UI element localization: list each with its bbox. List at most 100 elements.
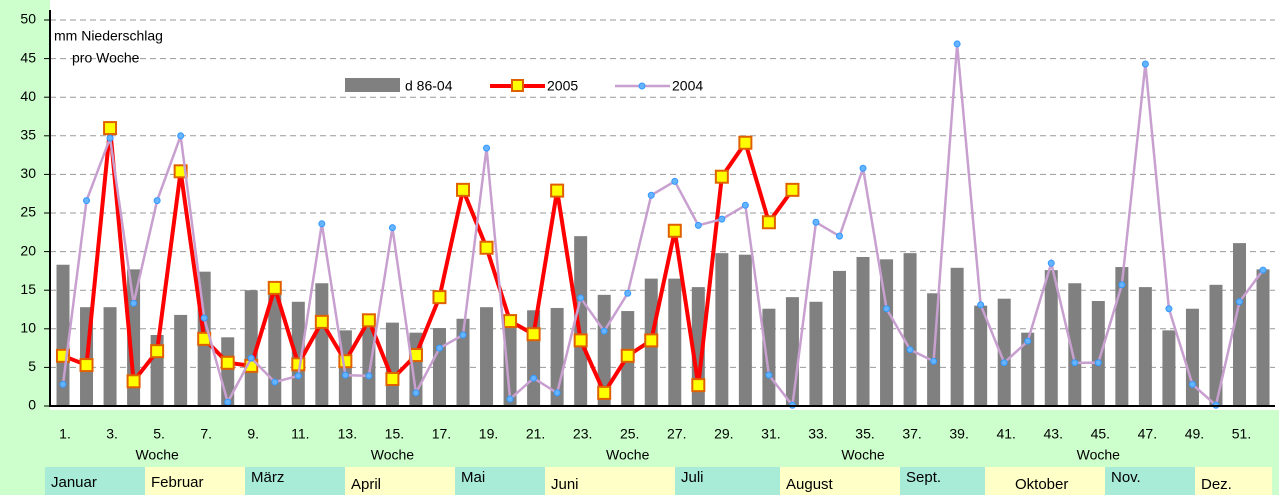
month-box bbox=[1195, 467, 1272, 495]
legend: d 86-04 2005 2004 bbox=[345, 78, 703, 94]
marker bbox=[294, 372, 302, 380]
marker bbox=[906, 346, 914, 354]
x-axis-label: Woche bbox=[371, 447, 415, 463]
x-tick-label: 27. bbox=[667, 426, 686, 442]
x-tick-label: 39. bbox=[949, 426, 968, 442]
marker bbox=[550, 183, 565, 198]
month-label: April bbox=[351, 476, 381, 493]
bar bbox=[1044, 270, 1058, 406]
marker bbox=[1188, 380, 1196, 388]
bar bbox=[856, 257, 870, 406]
x-tick-label: 47. bbox=[1138, 426, 1157, 442]
month-label: Juni bbox=[551, 476, 579, 493]
marker bbox=[577, 294, 585, 302]
series-line bbox=[62, 127, 795, 398]
x-tick-label: 33. bbox=[808, 426, 827, 442]
x-tick-label: 41. bbox=[996, 426, 1015, 442]
month-label: März bbox=[251, 469, 284, 486]
bar bbox=[1256, 269, 1270, 406]
marker bbox=[435, 344, 443, 352]
month-label: Sept. bbox=[906, 469, 941, 486]
marker bbox=[859, 164, 867, 172]
marker bbox=[385, 371, 400, 386]
month-label: August bbox=[786, 476, 834, 493]
y-tick-label: 30 bbox=[20, 165, 36, 181]
bar bbox=[1233, 243, 1246, 406]
bar bbox=[785, 297, 799, 406]
marker bbox=[503, 314, 518, 329]
marker bbox=[153, 197, 161, 205]
bar bbox=[103, 307, 117, 406]
bar bbox=[174, 314, 188, 406]
x-tick-label: 17. bbox=[432, 426, 451, 442]
bar bbox=[950, 267, 964, 406]
marker bbox=[318, 220, 326, 228]
month-box bbox=[1105, 467, 1195, 495]
month-box bbox=[145, 467, 245, 495]
x-tick-label: 43. bbox=[1044, 426, 1063, 442]
bar bbox=[997, 298, 1011, 406]
marker bbox=[738, 135, 753, 150]
month-label: Oktober bbox=[1015, 476, 1068, 493]
bar bbox=[1138, 287, 1152, 406]
marker bbox=[1259, 266, 1267, 274]
month-label: Januar bbox=[51, 474, 97, 491]
marker bbox=[314, 314, 329, 329]
marker bbox=[597, 385, 612, 400]
y-tick-label: 10 bbox=[20, 320, 36, 336]
x-tick-label: 21. bbox=[526, 426, 545, 442]
lines bbox=[56, 40, 1267, 409]
marker bbox=[526, 327, 541, 342]
marker bbox=[620, 348, 635, 363]
marker bbox=[812, 218, 820, 226]
x-tick-label: 29. bbox=[714, 426, 733, 442]
marker bbox=[1118, 281, 1126, 289]
series-line bbox=[61, 43, 1265, 409]
marker bbox=[126, 374, 141, 389]
y-tick-label: 45 bbox=[20, 49, 36, 65]
bar bbox=[56, 264, 70, 406]
marker bbox=[553, 389, 561, 397]
marker bbox=[456, 182, 471, 197]
marker bbox=[1165, 305, 1173, 313]
x-tick-label: 45. bbox=[1091, 426, 1110, 442]
marker bbox=[506, 395, 514, 403]
marker bbox=[412, 389, 420, 397]
y-tick-label: 0 bbox=[28, 397, 36, 413]
x-tick-label: 19. bbox=[479, 426, 498, 442]
legend-marker bbox=[638, 82, 646, 90]
x-axis-label: Woche bbox=[841, 447, 885, 463]
marker bbox=[624, 289, 632, 297]
x-tick-label: 49. bbox=[1185, 426, 1204, 442]
month-band: Januar Februar März April Mai Juni Juli August S… bbox=[45, 467, 1272, 495]
bar bbox=[832, 270, 846, 406]
bar bbox=[244, 290, 258, 406]
month-box bbox=[45, 467, 145, 495]
marker bbox=[361, 313, 376, 328]
bar bbox=[432, 328, 446, 406]
bar bbox=[668, 278, 682, 406]
bar bbox=[480, 307, 494, 406]
x-axis-label: Woche bbox=[606, 447, 650, 463]
x-axis-label: Woche bbox=[135, 447, 179, 463]
bar bbox=[1115, 267, 1129, 406]
y-tick-label: 50 bbox=[20, 11, 36, 27]
x-tick-label: 7. bbox=[200, 426, 212, 442]
month-box bbox=[780, 467, 900, 495]
bar bbox=[291, 301, 305, 406]
marker bbox=[479, 240, 494, 255]
marker bbox=[267, 280, 282, 295]
month-label: Nov. bbox=[1111, 469, 1141, 486]
marker bbox=[694, 221, 702, 229]
marker bbox=[365, 372, 373, 380]
marker bbox=[1047, 259, 1055, 267]
bar bbox=[456, 318, 470, 406]
marker bbox=[224, 398, 232, 406]
x-tick-label: 9. bbox=[247, 426, 259, 442]
marker bbox=[106, 134, 114, 142]
month-box bbox=[245, 467, 345, 495]
marker bbox=[671, 177, 679, 185]
marker bbox=[647, 191, 655, 199]
month-label: Dez. bbox=[1201, 476, 1232, 493]
